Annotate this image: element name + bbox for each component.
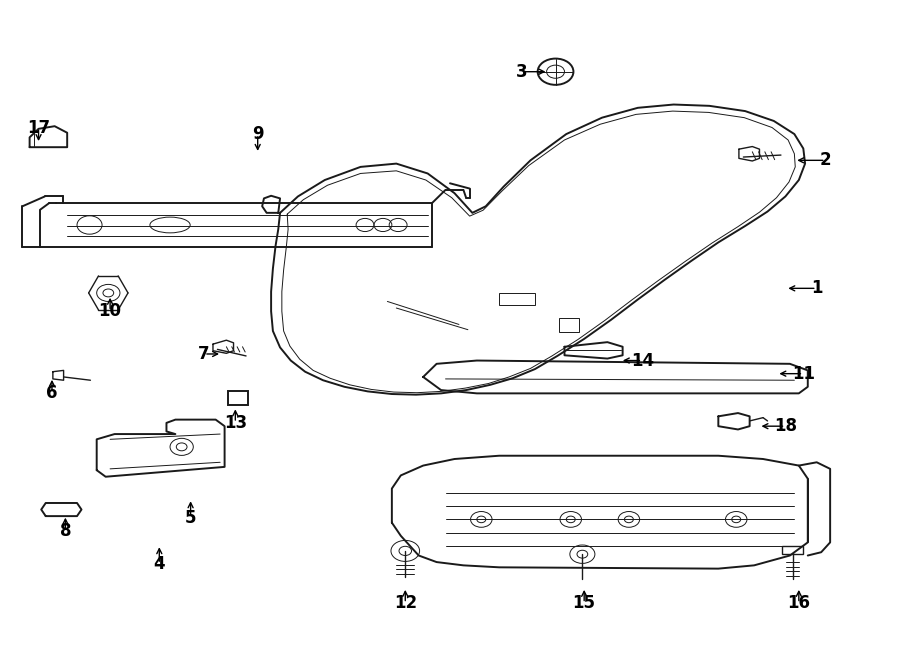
Bar [559,318,579,332]
Text: 3: 3 [516,63,527,81]
Text: 1: 1 [811,279,823,297]
Text: 12: 12 [393,594,417,612]
Text: 13: 13 [224,414,247,432]
Text: 2: 2 [820,152,832,169]
Text: 7: 7 [198,345,210,363]
Text: 17: 17 [27,118,50,136]
Text: 4: 4 [154,555,165,573]
Text: 6: 6 [46,385,58,402]
Text: 15: 15 [572,594,596,612]
Text: 5: 5 [184,509,196,527]
Text: 18: 18 [774,417,796,435]
Text: 11: 11 [792,365,814,383]
Text: 14: 14 [631,352,654,369]
Bar [500,293,535,305]
Text: 10: 10 [99,303,122,320]
Text: 9: 9 [252,125,264,143]
Text: 16: 16 [788,594,810,612]
Bar [782,546,804,554]
Text: 8: 8 [59,522,71,540]
Bar [229,391,248,405]
